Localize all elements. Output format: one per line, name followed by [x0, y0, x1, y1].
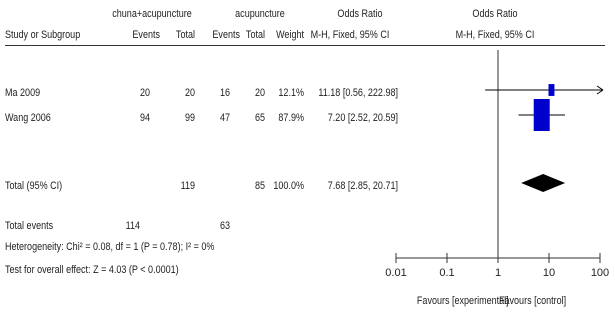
total-total2: 85	[254, 180, 265, 192]
x-tick-label: 10	[543, 267, 555, 279]
x-tick-label: 0.01	[385, 267, 406, 279]
study-ci: 7.20 [2.52, 20.59]	[327, 112, 398, 124]
col-events1: Events	[132, 29, 160, 41]
or-title-right: Odds Ratio	[472, 8, 518, 20]
total-events1: 114	[125, 220, 140, 232]
total-events-label: Total events	[5, 220, 54, 232]
col-total2: Total	[245, 29, 265, 41]
total-ci: 7.68 [2.85, 20.71]	[327, 180, 398, 192]
or-title-left: Odds Ratio	[337, 8, 383, 20]
study-events1: 94	[139, 112, 150, 124]
study-marker	[533, 99, 550, 131]
col-study: Study or Subgroup	[5, 29, 81, 41]
study-weight: 87.9%	[278, 112, 304, 124]
total-events2: 63	[219, 220, 230, 232]
pooled-diamond	[521, 174, 566, 192]
study-name: Wang 2006	[5, 112, 51, 124]
study-events2: 47	[219, 112, 230, 124]
header-rule	[5, 45, 605, 46]
total-total1: 119	[180, 180, 195, 192]
study-name: Ma 2009	[5, 87, 41, 99]
study-total1: 20	[184, 87, 195, 99]
total-weight: 100.0%	[273, 180, 304, 192]
study-ci: 11.18 [0.56, 222.98]	[318, 87, 398, 99]
study-marker	[548, 84, 555, 96]
x-tick-label: 0.1	[439, 267, 454, 279]
study-events1: 20	[139, 87, 150, 99]
overall-effect-text: Test for overall effect: Z = 4.03 (P < 0…	[5, 264, 179, 276]
col-events2: Events	[212, 29, 240, 41]
total-label: Total (95% CI)	[5, 180, 63, 192]
study-total1: 99	[184, 112, 195, 124]
ci-arrow	[596, 85, 604, 95]
x-tick-label: 100	[591, 267, 609, 279]
col-total1: Total	[175, 29, 195, 41]
study-weight: 12.1%	[278, 87, 304, 99]
group2-header: acupuncture	[235, 8, 285, 20]
col-method-right: M-H, Fixed, 95% CI	[455, 29, 535, 41]
col-weight: Weight	[276, 29, 304, 41]
study-events2: 16	[219, 87, 230, 99]
col-method-left: M-H, Fixed, 95% CI	[310, 29, 390, 41]
group1-header: chuna+acupuncture	[112, 8, 192, 20]
favours-left: Favours [experimental]	[416, 295, 509, 307]
x-tick-label: 1	[495, 267, 501, 279]
study-total2: 20	[254, 87, 265, 99]
heterogeneity-text: Heterogeneity: Chi² = 0.08, df = 1 (P = …	[5, 241, 215, 253]
study-total2: 65	[254, 112, 265, 124]
favours-right: Favours [control]	[499, 295, 567, 307]
